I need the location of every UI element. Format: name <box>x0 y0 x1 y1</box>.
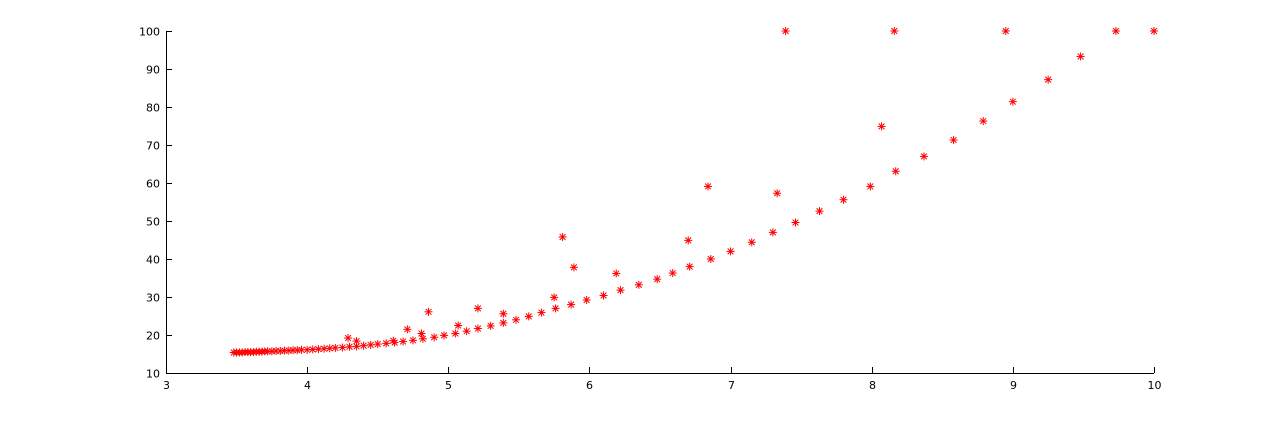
data-point <box>462 327 471 336</box>
x-tick-label: 8 <box>869 379 876 392</box>
data-point <box>314 345 323 354</box>
y-tick-label: 50 <box>146 216 160 229</box>
x-tick-label: 4 <box>304 379 311 392</box>
data-point <box>537 308 546 317</box>
data-point <box>726 247 735 256</box>
data-point <box>473 324 482 333</box>
data-point <box>569 263 578 272</box>
data-point <box>403 325 412 334</box>
data-point <box>451 329 460 338</box>
data-point <box>524 312 533 321</box>
data-point <box>668 269 677 278</box>
data-point <box>424 307 433 316</box>
y-tick-label: 90 <box>146 64 160 77</box>
data-point <box>382 339 391 348</box>
axes: 3 4 5 6 7 8 9 10 10 20 30 40 50 60 70 80 90 100 <box>139 26 1162 393</box>
data-point <box>359 341 368 350</box>
data-point <box>440 331 449 340</box>
data-point <box>473 304 482 313</box>
data-point <box>417 329 426 338</box>
data-point <box>486 321 495 330</box>
x-tick-label: 9 <box>1010 379 1017 392</box>
data-point <box>352 337 361 346</box>
data-point <box>747 238 756 247</box>
data-point <box>653 275 662 284</box>
y-tick-label: 60 <box>146 178 160 191</box>
data-point <box>1008 97 1017 106</box>
y-tick-label: 10 <box>146 368 160 381</box>
data-point <box>558 232 567 241</box>
data-point <box>454 321 463 330</box>
y-tick-label: 20 <box>146 330 160 343</box>
data-point <box>890 27 899 35</box>
data-point <box>612 269 621 278</box>
y-tick-label: 30 <box>146 292 160 305</box>
data-point <box>1150 27 1158 35</box>
data-point <box>430 333 439 342</box>
y-tick-label: 70 <box>146 140 160 153</box>
data-point <box>399 337 408 346</box>
data-point <box>781 27 790 35</box>
x-tick-label: 7 <box>728 379 735 392</box>
data-point <box>703 182 712 191</box>
data-point <box>418 334 427 343</box>
y-tick-label: 40 <box>146 254 160 267</box>
data-point <box>891 167 900 176</box>
data-point <box>550 293 559 302</box>
x-tick-label: 5 <box>445 379 452 392</box>
data-point <box>499 309 508 318</box>
data-point <box>331 343 340 352</box>
x-tick-label: 10 <box>1148 379 1162 392</box>
data-point <box>634 280 643 289</box>
data-point <box>352 342 361 351</box>
y-tick-label: 100 <box>139 26 160 39</box>
data-point <box>1001 27 1010 35</box>
data-point <box>344 334 353 343</box>
data-point <box>616 286 625 295</box>
y-tick-label: 80 <box>146 102 160 115</box>
data-point <box>791 218 800 227</box>
data-point <box>684 236 693 245</box>
data-point <box>551 304 560 313</box>
plot-area <box>166 31 1154 373</box>
data-point <box>685 262 694 271</box>
data-point <box>1076 52 1085 61</box>
data-point <box>949 136 958 145</box>
data-point <box>979 117 988 126</box>
data-point <box>1044 75 1053 84</box>
data-point <box>373 340 382 349</box>
data-point <box>877 122 886 131</box>
data-point <box>599 291 608 300</box>
data-point <box>706 255 715 263</box>
data-point <box>815 207 824 216</box>
data-point <box>499 318 508 327</box>
data-point <box>1111 27 1120 35</box>
data-point <box>366 340 375 349</box>
data-point <box>839 195 848 204</box>
data-point <box>773 189 782 198</box>
data-markers <box>229 27 1158 357</box>
data-point <box>512 315 521 324</box>
data-point <box>567 300 576 309</box>
x-tick-label: 6 <box>586 379 593 392</box>
data-point <box>409 336 417 345</box>
x-tick-label: 3 <box>163 379 170 392</box>
data-point <box>582 296 591 305</box>
data-point <box>325 344 334 353</box>
data-point <box>389 336 398 345</box>
data-point <box>768 228 777 237</box>
data-point <box>919 152 928 161</box>
data-point <box>345 342 354 351</box>
data-point <box>866 182 875 191</box>
data-point <box>338 343 347 352</box>
